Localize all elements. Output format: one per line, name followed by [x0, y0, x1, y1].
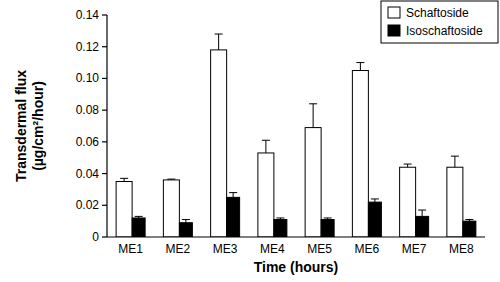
y-axis	[106, 15, 107, 237]
error-cap	[418, 210, 426, 211]
y-tick	[102, 46, 107, 47]
y-tick-label: 0.04	[76, 167, 100, 181]
y-tick	[102, 78, 107, 79]
error-stem	[218, 34, 219, 50]
legend-swatch	[388, 25, 400, 36]
error-cap	[182, 219, 190, 220]
x-tick-label: ME6	[355, 242, 380, 256]
bar	[447, 167, 463, 237]
error-cap	[229, 192, 237, 193]
y-tick	[102, 110, 107, 111]
error-bar	[465, 220, 473, 222]
bars	[116, 34, 476, 237]
error-stem	[422, 210, 423, 216]
y-axis-label: Transdermal flux(µg/cm²/hour)	[13, 70, 46, 182]
error-bar	[276, 218, 284, 220]
y-tick-label: 0.14	[76, 8, 100, 22]
error-cap	[135, 216, 143, 217]
error-bar	[418, 210, 426, 216]
error-bar	[404, 164, 412, 167]
y-tick	[102, 205, 107, 206]
error-cap	[167, 179, 175, 180]
error-cap	[356, 62, 364, 63]
bar	[400, 167, 416, 237]
error-cap	[465, 219, 473, 220]
y-tick-label: 0.08	[76, 103, 100, 117]
y-tick	[102, 173, 107, 174]
y-tick-label: 0.10	[76, 71, 100, 85]
error-stem	[360, 63, 361, 71]
error-bar	[262, 140, 270, 153]
legend-label: Isoschaftoside	[406, 24, 483, 38]
error-bar	[371, 199, 379, 202]
error-bar	[356, 63, 364, 71]
error-cap	[215, 34, 223, 35]
bar	[463, 221, 476, 237]
legend-label: Schaftoside	[406, 6, 469, 20]
y-tick	[102, 141, 107, 142]
x-tick-label: ME7	[402, 242, 427, 256]
bar	[416, 216, 429, 237]
error-cap	[120, 178, 128, 179]
bar	[321, 220, 334, 237]
x-tick-label: ME2	[166, 242, 191, 256]
error-bar	[324, 218, 332, 220]
legend-box	[381, 1, 498, 43]
error-stem	[454, 156, 455, 167]
x-tick-label: ME4	[260, 242, 285, 256]
bar	[163, 180, 179, 237]
x-tick-label: ME3	[213, 242, 238, 256]
error-stem	[313, 104, 314, 128]
error-bar	[167, 179, 175, 181]
x-axis-label: Time (hours)	[254, 259, 339, 275]
error-bar	[451, 156, 459, 167]
error-cap	[404, 164, 412, 165]
error-cap	[324, 217, 332, 218]
legend: Schaftoside Isoschaftoside	[381, 1, 498, 43]
y-tick	[102, 14, 107, 15]
error-bar	[309, 104, 317, 128]
bar	[305, 128, 321, 237]
error-cap	[276, 217, 284, 218]
error-bar	[215, 34, 223, 50]
error-bar	[120, 178, 128, 181]
x-tick-label: ME8	[449, 242, 474, 256]
error-cap	[371, 198, 379, 199]
bar	[274, 220, 287, 237]
error-stem	[265, 140, 266, 153]
legend-swatch	[388, 7, 400, 18]
y-tick	[102, 236, 107, 237]
bar	[211, 50, 227, 237]
y-tick-label: 0.06	[76, 135, 100, 149]
y-tick-label: 0.12	[76, 40, 100, 54]
y-label-line: (µg/cm²/hour)	[30, 81, 46, 171]
error-stem	[233, 193, 234, 198]
bar	[368, 202, 381, 237]
bar	[132, 218, 145, 237]
bar	[352, 71, 368, 238]
error-bar	[135, 216, 143, 218]
y-tick-label: 0.02	[76, 198, 100, 212]
bar	[116, 182, 132, 238]
error-cap	[262, 140, 270, 141]
error-bar	[182, 220, 190, 223]
x-tick-label: ME5	[307, 242, 332, 256]
x-tick-label: ME1	[118, 242, 143, 256]
chart: 0 0.02 0.04 0.06 0.08 0.10 0.12 0.14 Transdermal…	[0, 0, 500, 282]
y-tick-label: 0	[92, 230, 99, 244]
bar	[179, 223, 192, 237]
bar	[227, 197, 240, 237]
error-cap	[451, 156, 459, 157]
bar	[258, 153, 274, 237]
y-label-line: Transdermal flux	[13, 70, 29, 182]
error-bar	[229, 193, 237, 198]
error-cap	[309, 103, 317, 104]
x-axis	[107, 236, 485, 237]
